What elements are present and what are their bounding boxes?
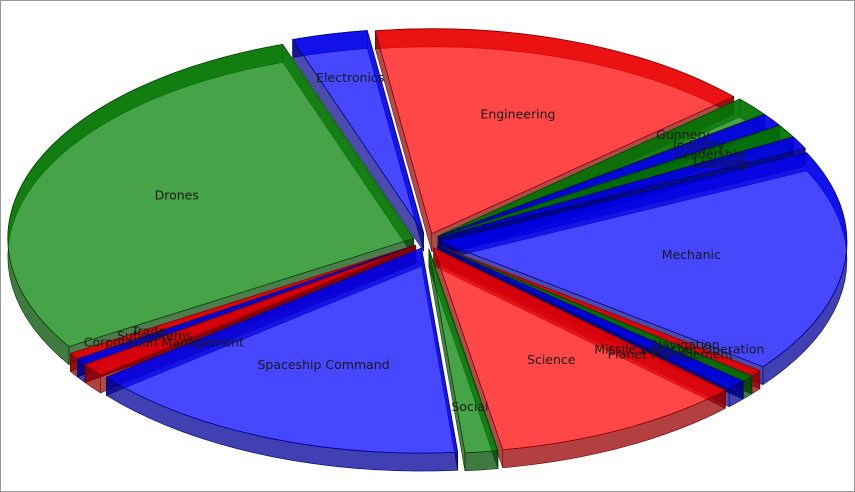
slice-label: Leadership: [676, 146, 745, 161]
slice-label: Trade: [131, 324, 167, 339]
slice-label: Spaceship Command: [258, 357, 390, 372]
pie-slice-top: [439, 152, 848, 368]
pie-slice-top: [439, 136, 806, 238]
slice-label: Industry: [673, 137, 725, 152]
pie-slice-top: [7, 43, 415, 348]
slice-label: Subsystems: [117, 328, 193, 343]
pie-slice-top: [438, 114, 781, 237]
pie-slice-top: [374, 28, 735, 235]
pie-slice-top: [432, 247, 727, 451]
pie-slice-top: [291, 30, 425, 234]
pie-slices: [7, 28, 848, 472]
pie-slice-electronics: [291, 30, 425, 253]
pie-slice-top: [428, 248, 499, 454]
slice-label: Learning: [693, 156, 747, 171]
pie-slice-top: [437, 245, 744, 390]
slice-label: Navigation: [652, 337, 719, 352]
pie-slice-top: [438, 125, 794, 238]
slice-label: Social: [451, 399, 488, 414]
slice-label: Engineering: [480, 106, 555, 121]
pie-slice-top: [84, 245, 417, 376]
slice-label: Electronics: [316, 70, 384, 85]
slice-label: Mechanic: [662, 247, 721, 262]
slice-label: Science: [527, 352, 576, 367]
slice-label: Corporation Management: [84, 335, 244, 350]
pie-slice-social: [428, 248, 499, 472]
pie-slice-spaceship-command: [105, 247, 459, 472]
slice-label: Gunnery: [656, 127, 710, 142]
slice-label: Planet Management: [608, 346, 734, 361]
slice-label: Drones: [155, 188, 199, 203]
pie-slice-top: [105, 247, 459, 454]
pie-slice-top: [437, 98, 765, 237]
slice-labels: Engineering GunneryIndustryLeadershipLear…: [84, 70, 765, 414]
slice-label: Missile Launcher Operation: [594, 341, 764, 356]
pie-slice-top: [76, 244, 416, 365]
